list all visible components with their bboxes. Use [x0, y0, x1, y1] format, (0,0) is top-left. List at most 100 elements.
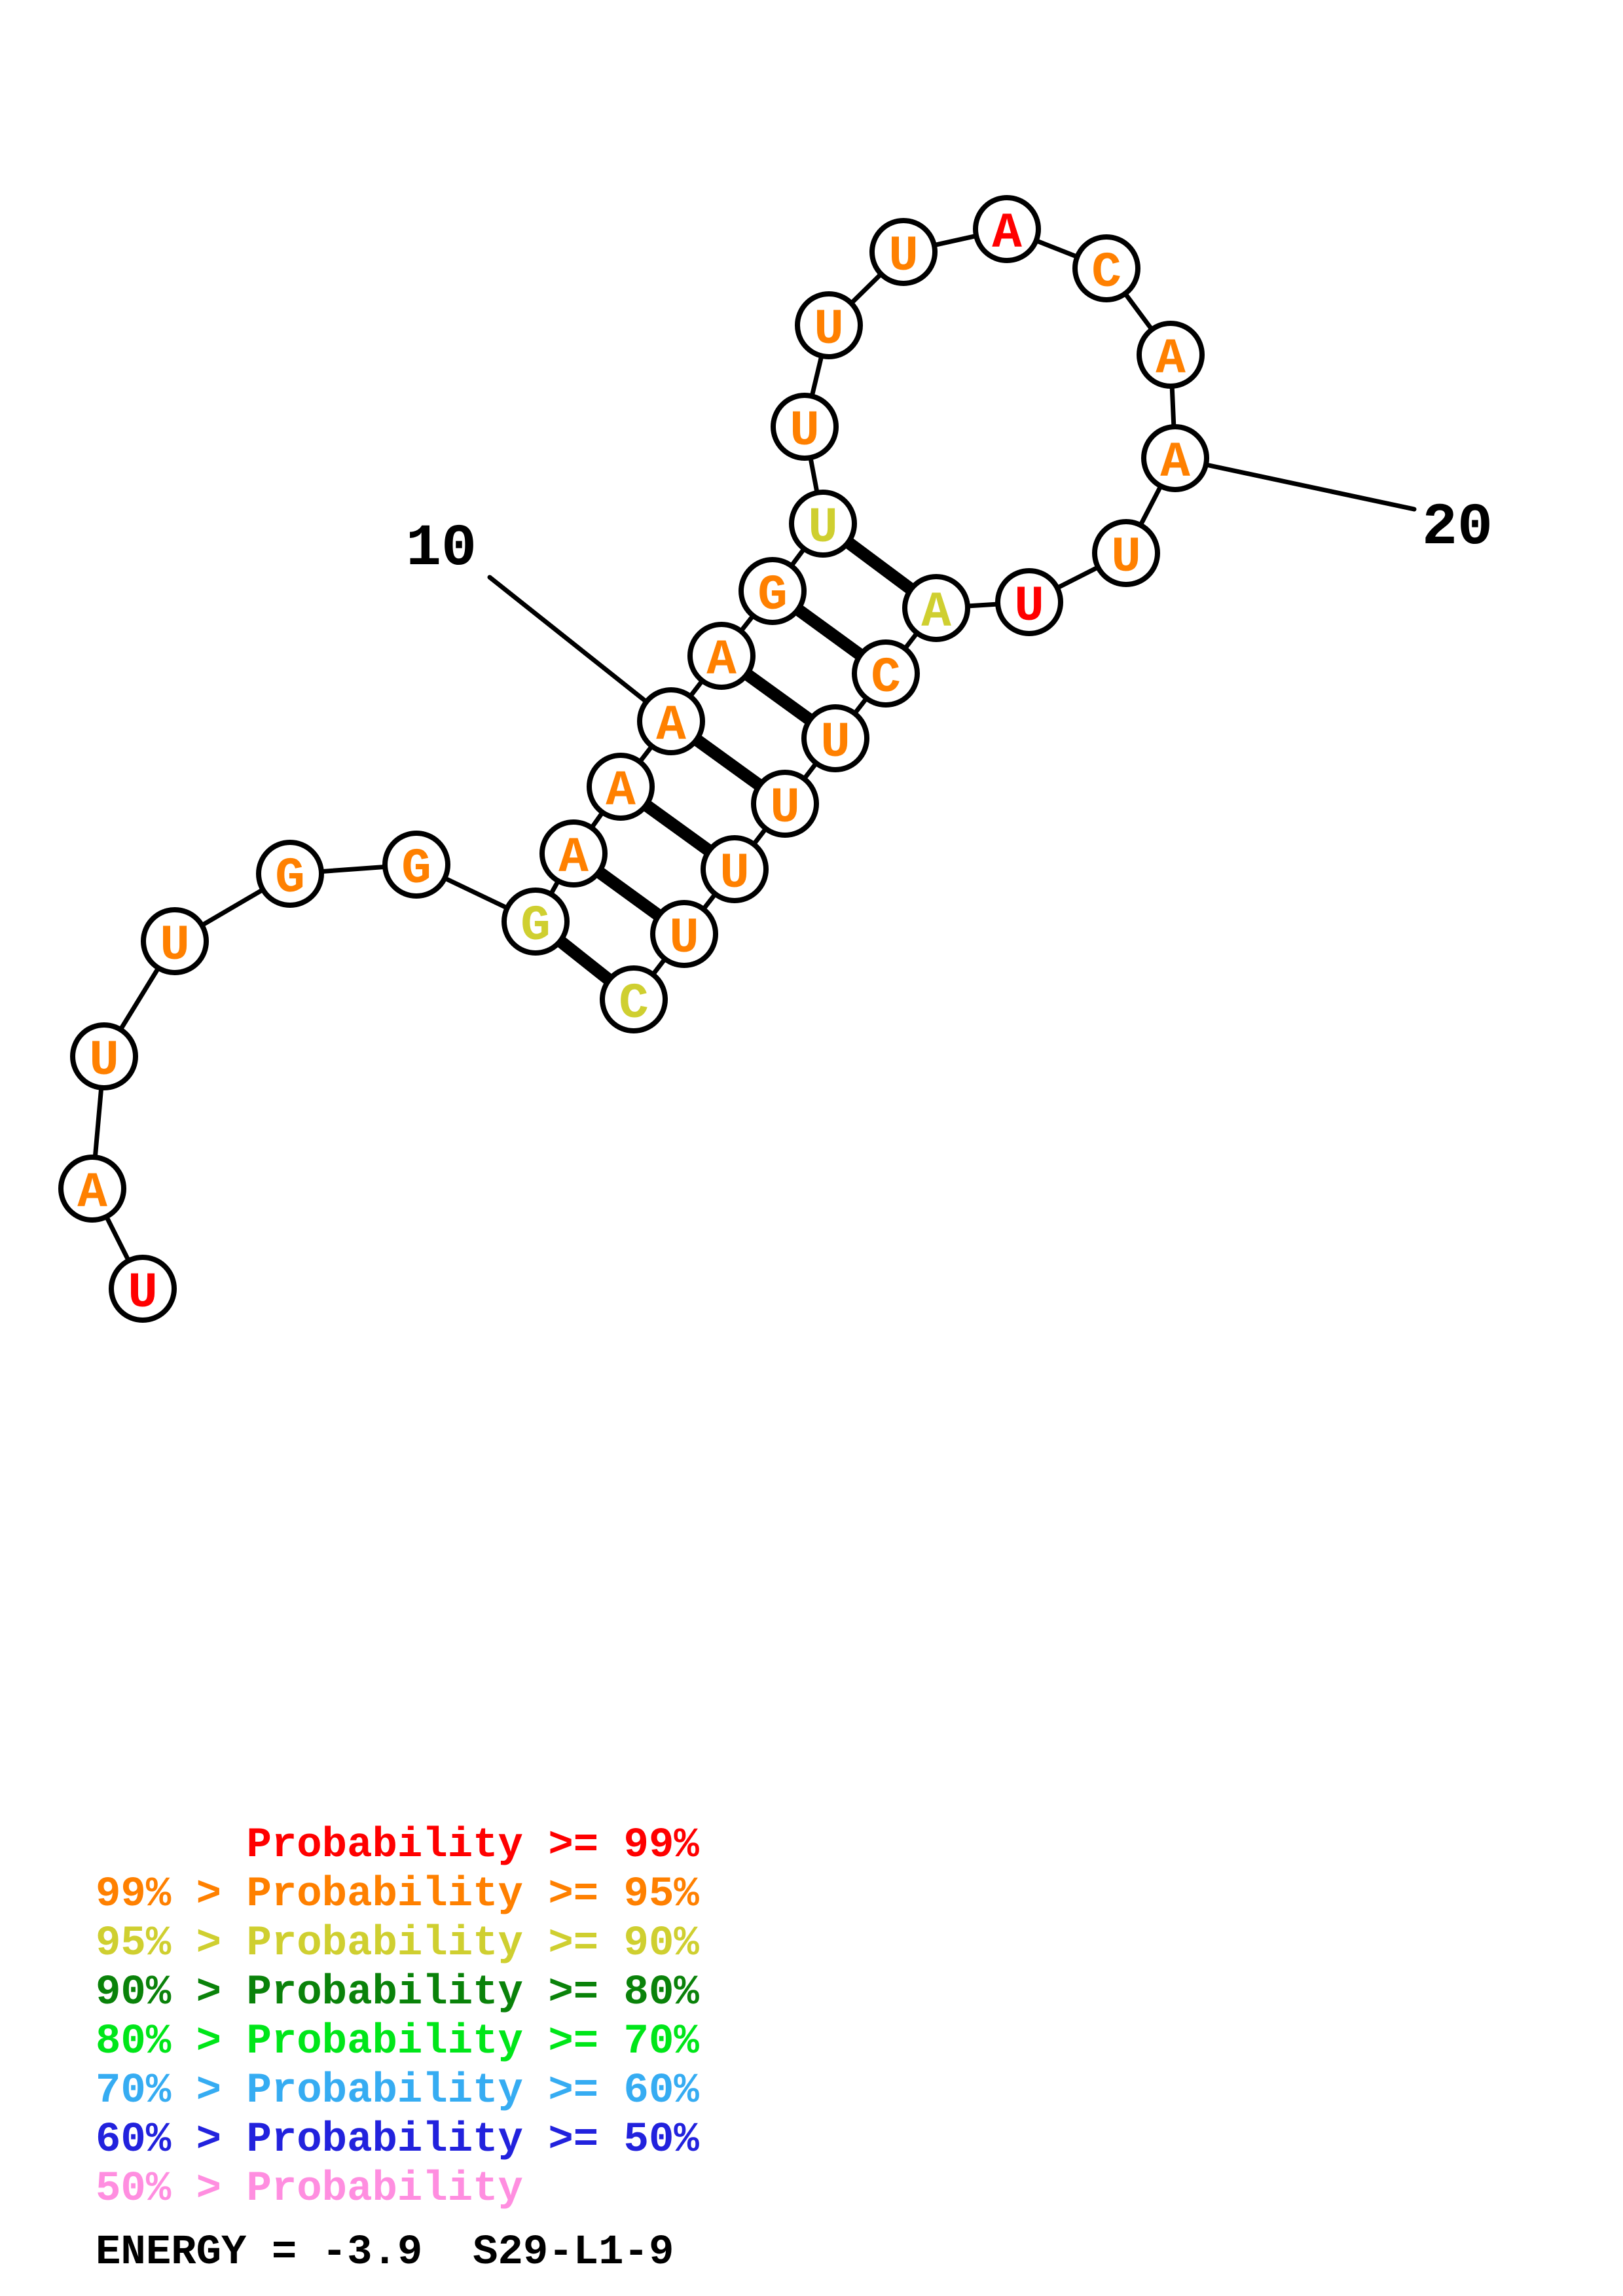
nt-circle [501, 888, 570, 956]
nt-base-letter: U [790, 403, 820, 459]
nucleotide-8: A [539, 819, 608, 888]
nt-circle [1141, 424, 1209, 492]
nt-base-letter: C [871, 650, 901, 706]
nt-base-letter: A [706, 632, 737, 689]
nt-base-letter: U [720, 846, 750, 902]
nt-circle [995, 568, 1063, 636]
legend-row-5: 70% > Probability >= 60% [96, 2068, 699, 2115]
label-leader-line [487, 575, 649, 704]
nucleotide-26: U [751, 770, 819, 838]
nt-circle [600, 965, 668, 1033]
nt-base-letter: C [1091, 245, 1122, 301]
nt-base-letter: G [520, 898, 551, 954]
nt-circle [771, 393, 839, 461]
nt-base-letter: A [1160, 435, 1190, 491]
nt-circle [1072, 234, 1140, 302]
nt-circle [637, 687, 705, 755]
nt-base-letter: G [275, 850, 305, 906]
nt-circle [109, 1255, 177, 1323]
nucleotide-15: U [795, 291, 863, 359]
nt-base-letter: A [1156, 331, 1186, 387]
nucleotide-6: G [382, 831, 450, 899]
nt-circle [902, 574, 970, 642]
footer: ENERGY = -3.9 S29-L1-9 [96, 2229, 674, 2276]
sequence-label-20: 20 [1422, 495, 1493, 562]
nt-base-letter: U [128, 1265, 158, 1321]
nt-base-letter: U [808, 500, 838, 556]
nt-base-letter: U [820, 715, 850, 771]
legend-row-3: 90% > Probability >= 80% [96, 1969, 699, 2017]
nt-base-letter: U [770, 780, 800, 836]
nucleotide-16: U [869, 218, 938, 286]
energy-label: ENERGY = -3.9 S29-L1-9 [96, 2229, 674, 2276]
nt-base-letter: A [656, 698, 686, 754]
nt-circle [751, 770, 819, 838]
legend-row-6: 60% > Probability >= 50% [96, 2117, 699, 2164]
pair-bond-layer [532, 518, 940, 1005]
nt-circle [869, 218, 938, 286]
nt-circle [1137, 321, 1205, 389]
nt-base-letter: U [160, 918, 190, 974]
nucleotide-7: G [501, 888, 570, 956]
nt-base-letter: U [1111, 529, 1141, 586]
nt-circle [58, 1155, 126, 1223]
nt-base-letter: A [921, 584, 951, 641]
nucleotide-21: U [1092, 519, 1160, 587]
nt-base-letter: U [814, 302, 844, 358]
nt-circle [973, 195, 1041, 263]
nt-circle [795, 291, 863, 359]
nucleotide-17: A [973, 195, 1041, 263]
nt-circle [539, 819, 608, 888]
nucleotide-3: U [70, 1022, 138, 1090]
nucleotide-9: A [587, 753, 655, 821]
nt-circle [382, 831, 450, 899]
nt-base-letter: U [669, 910, 699, 967]
nucleotide-27: U [701, 835, 769, 903]
nucleotide-10: A [637, 687, 705, 755]
legend-row-2: 95% > Probability >= 90% [96, 1920, 699, 1967]
nt-circle [701, 835, 769, 903]
nucleotide-23: A [902, 574, 970, 642]
nucleotide-22: U [995, 568, 1063, 636]
nt-base-letter: A [77, 1165, 107, 1221]
nt-circle [256, 840, 324, 908]
nucleotide-29: C [600, 965, 668, 1033]
nt-base-letter: G [757, 567, 788, 624]
sequence-label-10: 10 [406, 516, 477, 583]
legend-row-4: 80% > Probability >= 70% [96, 2018, 699, 2066]
nt-circle [852, 639, 920, 708]
nt-circle [141, 907, 209, 975]
nucleotide-18: C [1072, 234, 1140, 302]
nt-base-letter: A [558, 830, 589, 886]
nt-base-letter: U [1014, 579, 1044, 635]
nucleotide-25: U [801, 704, 869, 772]
nucleotide-19: A [1137, 321, 1205, 389]
nt-circle [687, 622, 756, 690]
nucleotide-20: A [1141, 424, 1209, 492]
nucleotide-12: G [739, 557, 807, 625]
nucleotide-14: U [771, 393, 839, 461]
nt-base-letter: C [619, 976, 649, 1032]
nt-circle [801, 704, 869, 772]
nt-circle [789, 490, 857, 558]
nucleotide-4: U [141, 907, 209, 975]
nt-circle [739, 557, 807, 625]
legend-row-7: 50% > Probability [96, 2166, 523, 2213]
nucleotide-24: C [852, 639, 920, 708]
nt-base-letter: A [606, 763, 636, 819]
nt-base-letter: G [401, 841, 431, 897]
label-leader-layer [487, 462, 1417, 704]
nt-base-letter: U [888, 228, 919, 285]
nt-base-letter: A [992, 206, 1022, 262]
legend-row-1: 99% > Probability >= 95% [96, 1871, 699, 1918]
label-leader-line [1203, 462, 1417, 512]
nucleotide-1: U [109, 1255, 177, 1323]
nucleotide-2: A [58, 1155, 126, 1223]
nucleotide-11: A [687, 622, 756, 690]
legend: Probability >= 99%99% > Probability >= 9… [96, 1822, 699, 2213]
nucleotide-28: U [650, 900, 718, 968]
sequence-label-layer: 10 20 [406, 495, 1493, 583]
